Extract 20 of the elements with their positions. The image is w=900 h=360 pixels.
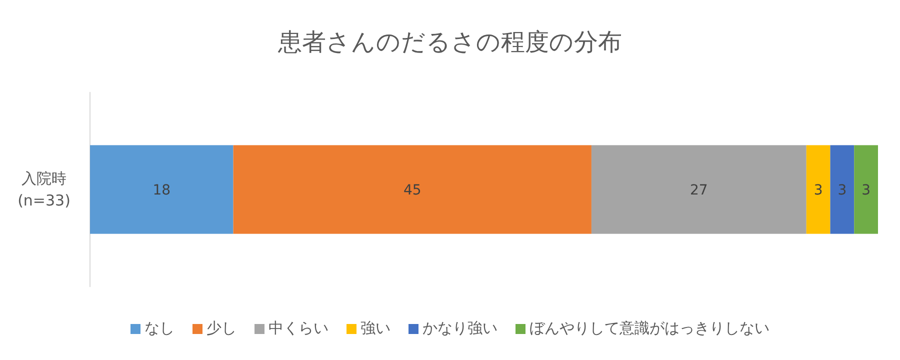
legend-label: 少し (206, 319, 236, 337)
legend-label: かなり強い (422, 319, 498, 337)
legend-label: ぼんやりして意識がはっきりしない (530, 319, 770, 337)
data-label: 3 (838, 182, 847, 198)
data-label: 18 (152, 182, 171, 198)
chart-title: 患者さんのだるさの程度の分布 (277, 28, 622, 56)
legend-label: なし (144, 319, 174, 337)
bar (854, 145, 878, 234)
legend-label: 中くらい (268, 319, 328, 337)
bar (830, 145, 854, 234)
data-label: 27 (690, 182, 708, 198)
data-label: 45 (403, 182, 422, 198)
bar (806, 145, 830, 234)
bar (591, 145, 806, 234)
legend-label: 強い (360, 319, 390, 337)
data-label: 3 (814, 182, 823, 198)
data-label: 3 (862, 182, 871, 198)
bar (90, 145, 234, 234)
bar (233, 145, 592, 234)
y-tick-label: 入院時 (n=33) (18, 170, 70, 210)
